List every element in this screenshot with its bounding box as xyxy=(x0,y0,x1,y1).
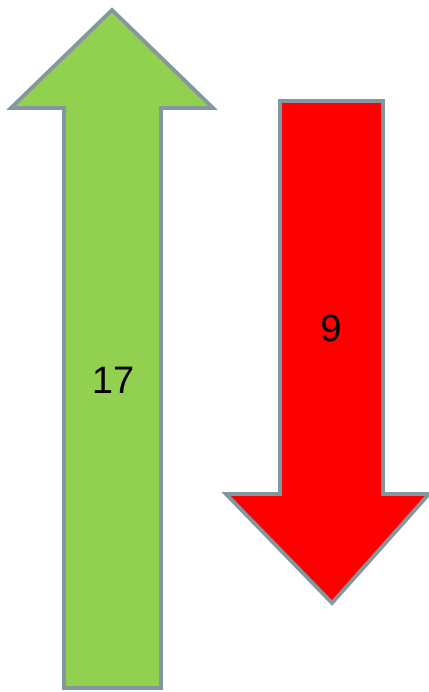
arrow-up-icon xyxy=(6,7,218,690)
up-arrow: 17 xyxy=(6,7,218,690)
up-arrow-value: 17 xyxy=(92,360,134,402)
down-arrow: 9 xyxy=(221,99,429,606)
down-arrow-value: 9 xyxy=(320,308,341,350)
arrow-down-icon xyxy=(221,99,429,606)
